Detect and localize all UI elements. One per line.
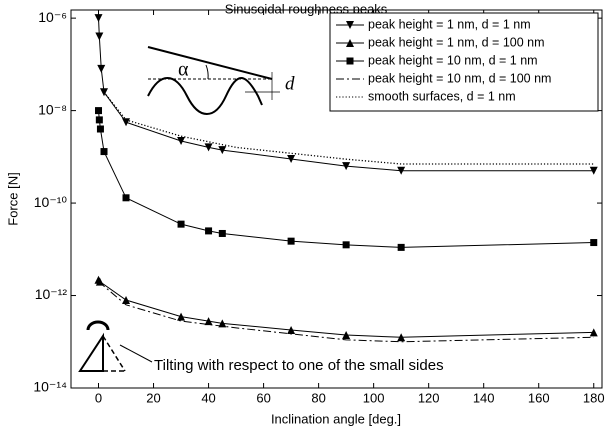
- marker: [287, 154, 296, 163]
- annotation: Tilting with respect to one of the small…: [154, 357, 444, 374]
- y-tick-label: 10⁻¹⁰: [34, 194, 68, 210]
- marker: [95, 277, 104, 286]
- x-tick-label: 60: [256, 390, 270, 405]
- legend-box: [329, 12, 599, 112]
- marker: [218, 319, 227, 328]
- marker: [97, 64, 106, 73]
- marker: [204, 143, 213, 152]
- x-tick-label: 160: [528, 390, 550, 405]
- x-tick-label: 140: [473, 390, 495, 405]
- marker: [287, 237, 295, 245]
- series-line: [98, 281, 594, 343]
- x-tick-label: 20: [146, 390, 160, 405]
- x-tick-label: 100: [363, 390, 385, 405]
- marker: [589, 328, 598, 337]
- marker: [96, 125, 104, 133]
- x-tick-label: 80: [311, 390, 325, 405]
- series-line: [98, 279, 594, 338]
- marker: [342, 331, 351, 340]
- inset-sketch: [147, 46, 280, 115]
- marker: [177, 220, 185, 228]
- marker: [218, 146, 227, 155]
- legend-label: smooth surfaces, d = 1 nm: [368, 89, 516, 103]
- marker: [122, 194, 130, 202]
- series-line: [98, 18, 594, 172]
- x-axis-label: Inclination angle [deg.]: [271, 411, 401, 426]
- marker: [205, 227, 213, 235]
- legend-label: peak height = 1 nm, d = 100 nm: [368, 35, 545, 49]
- marker: [342, 162, 351, 171]
- x-tick-label: 120: [418, 390, 440, 405]
- x-tick-label: 40: [201, 390, 215, 405]
- x-tick-label: 180: [583, 390, 605, 405]
- marker: [397, 166, 406, 175]
- marker: [346, 39, 354, 47]
- y-tick-label: 10⁻¹²: [35, 286, 68, 302]
- marker: [204, 317, 213, 326]
- marker: [122, 118, 131, 127]
- marker: [346, 57, 354, 65]
- y-tick-label: 10⁻⁶: [38, 9, 67, 25]
- inset-angle-label: α: [178, 59, 189, 81]
- marker: [122, 296, 131, 305]
- y-axis-label: Force [N]: [5, 172, 20, 225]
- tilt-sketch: [78, 320, 153, 372]
- y-tick-label: 10⁻⁸: [38, 101, 67, 117]
- marker: [589, 166, 598, 175]
- marker: [397, 243, 405, 251]
- marker: [95, 107, 103, 115]
- marker: [100, 148, 108, 156]
- inset-d-label: d: [285, 73, 295, 94]
- marker: [95, 116, 103, 124]
- marker: [397, 333, 406, 342]
- marker: [94, 14, 103, 23]
- y-tick-label: 10⁻¹⁴: [33, 379, 67, 395]
- legend-label: peak height = 10 nm, d = 100 nm: [368, 71, 551, 85]
- marker: [346, 21, 354, 29]
- series-line: [98, 110, 594, 248]
- plot-frame: [70, 9, 603, 389]
- legend-label: peak height = 1 nm, d = 1 nm: [368, 17, 531, 31]
- marker: [95, 32, 104, 41]
- x-tick-label: 0: [95, 390, 102, 405]
- marker: [590, 239, 598, 247]
- marker: [342, 241, 350, 249]
- marker: [177, 137, 186, 146]
- legend-label: peak height = 10 nm, d = 1 nm: [368, 53, 538, 67]
- marker: [177, 312, 186, 321]
- marker: [287, 325, 296, 334]
- series-line: [103, 91, 594, 165]
- marker: [218, 229, 226, 237]
